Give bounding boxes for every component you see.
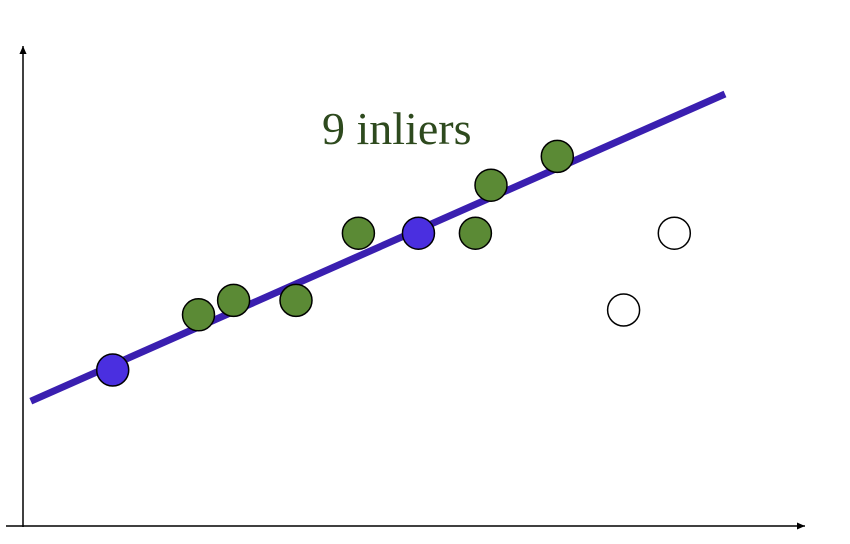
- inlier-point-6: [458, 216, 493, 250]
- sample-point-1: [401, 216, 436, 250]
- data-points: [95, 139, 692, 387]
- inlier-point-2: [181, 298, 216, 332]
- inlier-count-label: 9 inliers: [322, 103, 471, 154]
- outlier-point-9: [606, 293, 641, 327]
- sample-point-0: [95, 353, 130, 387]
- inlier-point-7: [474, 168, 508, 202]
- inlier-point-3: [216, 283, 251, 318]
- inlier-point-8: [540, 139, 575, 174]
- fitted-line: [29, 90, 727, 405]
- inlier-point-5: [341, 216, 376, 250]
- outlier-point-10: [657, 216, 692, 250]
- inlier-point-4: [279, 283, 313, 318]
